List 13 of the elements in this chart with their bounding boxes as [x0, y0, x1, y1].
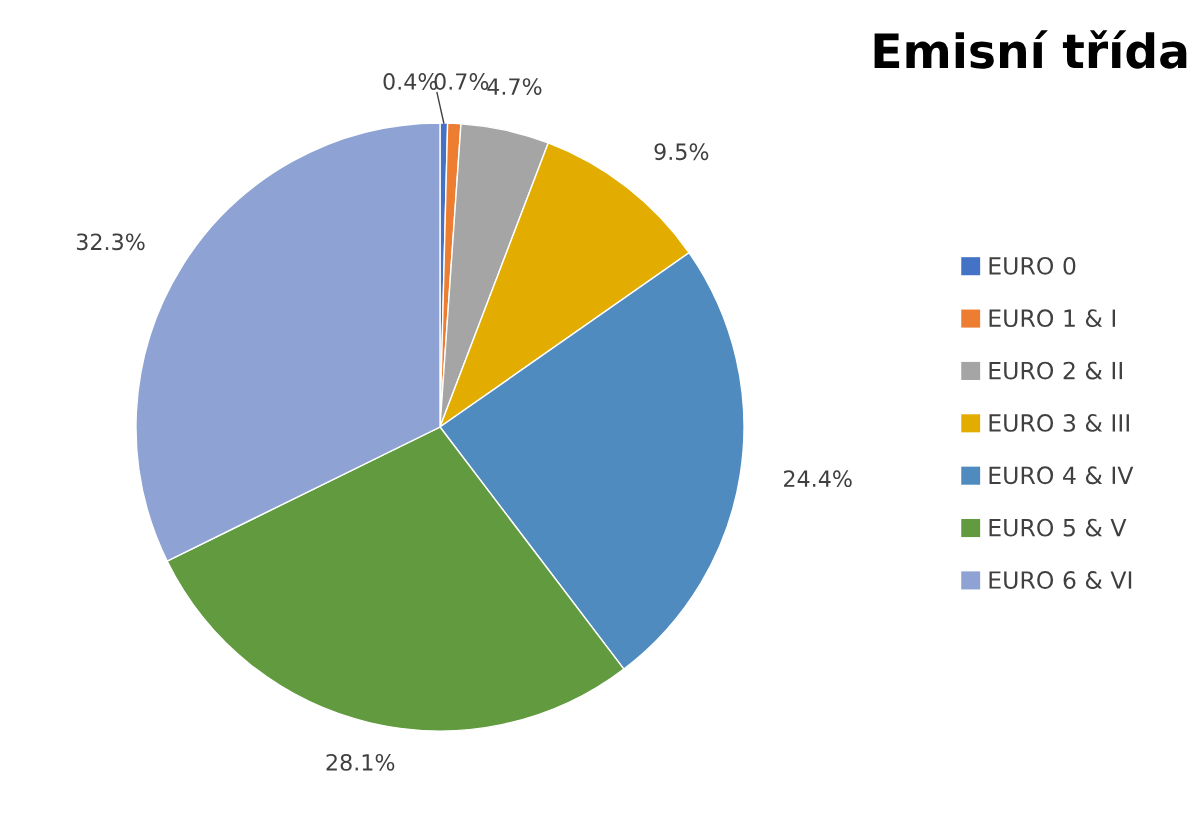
legend-label: EURO 0 [989, 256, 1076, 275]
data-label: 32.3% [76, 233, 145, 251]
legend-label: EURO 4 & IV [989, 466, 1134, 485]
legend-label: EURO 2 & II [989, 361, 1122, 380]
chart-title: Emisní třída [874, 30, 1187, 69]
legend-label: EURO 5 & V [989, 518, 1127, 537]
data-label: 28.1% [326, 753, 395, 771]
data-label: 9.5% [654, 143, 709, 161]
legend-label: EURO 6 & VI [989, 571, 1132, 589]
data-label: 4.7% [487, 78, 542, 95]
data-label: 24.4% [784, 470, 852, 488]
legend-label: EURO 1 & I [989, 309, 1116, 328]
legend-label: EURO 3 & III [989, 413, 1129, 432]
